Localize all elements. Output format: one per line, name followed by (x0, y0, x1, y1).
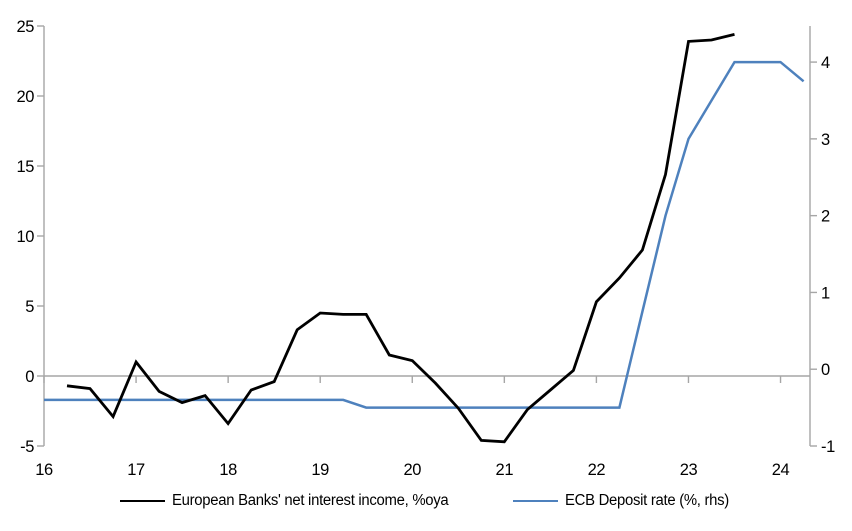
x-axis-tick-label-17: 17 (127, 461, 145, 479)
right-axis-tick-label-3: 3 (821, 131, 830, 149)
right-axis-tick-label-2: 2 (821, 208, 830, 226)
nii-line (66, 33, 735, 444)
x-axis-tick-label-18: 18 (219, 461, 237, 479)
right-axis-tick-label-4: 4 (821, 54, 830, 72)
x-axis-tick-label-21: 21 (496, 461, 514, 479)
x-axis-tick-label-24: 24 (772, 461, 790, 479)
x-axis-tick-label-20: 20 (403, 461, 421, 479)
left-axis-tick-label-0: 0 (25, 368, 34, 386)
x-axis-tick-label-23: 23 (680, 461, 698, 479)
x-axis-tick-label-22: 22 (588, 461, 606, 479)
left-axis-tick-label-25: 25 (16, 18, 34, 36)
left-axis-tick-label--5: -5 (20, 438, 34, 456)
left-axis-tick-label-5: 5 (25, 298, 34, 316)
left-axis-tick-label-15: 15 (16, 158, 34, 176)
right-axis-tick-label--1: -1 (821, 438, 835, 456)
ecb-rate-line (44, 60, 805, 409)
left-axis-tick-label-20: 20 (16, 88, 34, 106)
x-axis-tick-label-19: 19 (311, 461, 329, 479)
right-axis-tick-label-0: 0 (821, 361, 830, 379)
x-axis-tick-label-16: 16 (35, 461, 53, 479)
left-axis-tick-label-10: 10 (16, 228, 34, 246)
right-axis-tick-label-1: 1 (821, 284, 830, 302)
